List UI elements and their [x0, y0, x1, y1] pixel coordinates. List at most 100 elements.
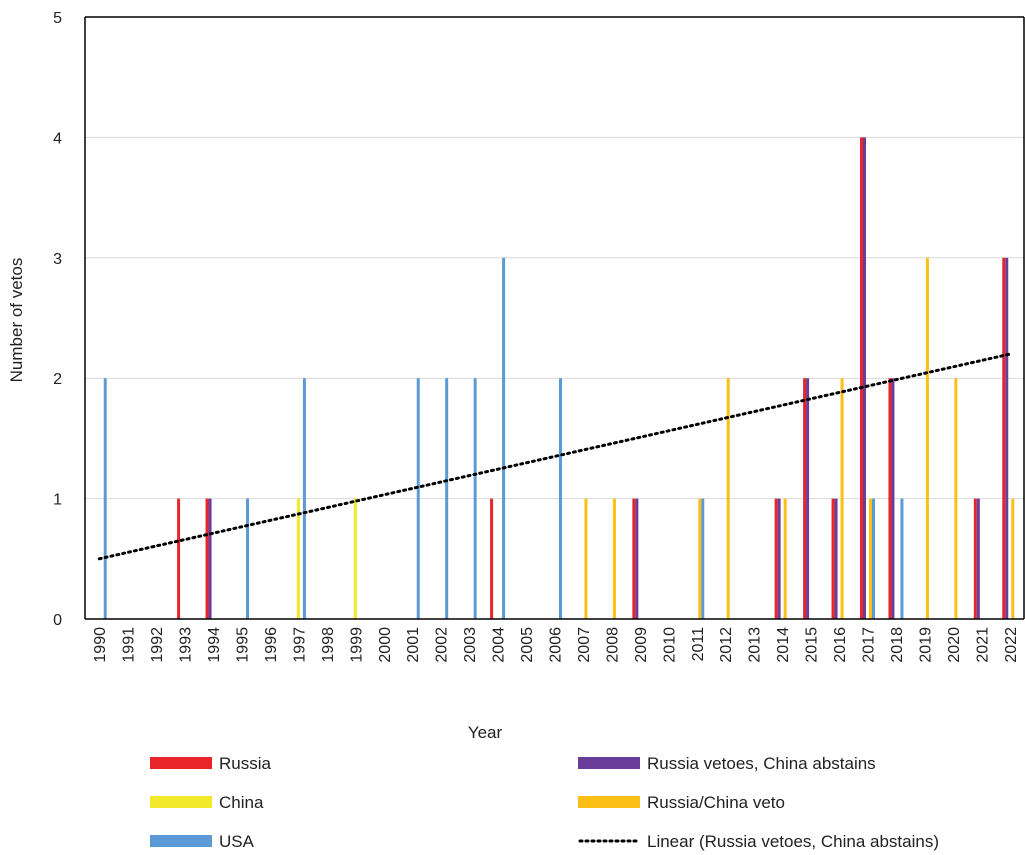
legend: Russia China USA Russia vetoes, China absta… [150, 754, 939, 851]
bar [806, 378, 810, 619]
bar [632, 498, 636, 619]
bar [869, 498, 872, 619]
x-tick-label: 2013 [747, 627, 764, 663]
legend-swatch [578, 757, 640, 769]
bar [860, 137, 863, 619]
x-tick-label: 1995 [235, 627, 252, 663]
legend-swatch [150, 757, 212, 769]
legend-swatch [150, 835, 212, 847]
legend-label: Russia/China veto [647, 793, 785, 812]
y-tick-label: 2 [53, 371, 62, 388]
x-tick-label: 2004 [491, 627, 508, 663]
bar [831, 498, 835, 619]
x-tick-label: 1997 [291, 627, 308, 663]
bar [208, 498, 212, 619]
x-tick-label: 2009 [633, 627, 650, 663]
x-tick-label: 2000 [377, 627, 394, 663]
bar [954, 378, 958, 619]
x-tick-label: 2018 [889, 627, 906, 663]
bar [612, 498, 616, 619]
x-tick-label: 2015 [804, 627, 821, 663]
x-tick-label: 2021 [974, 627, 991, 663]
bar [296, 498, 300, 619]
bar [353, 498, 357, 619]
bar [1011, 498, 1015, 619]
bar [635, 498, 639, 619]
x-tick-label: 2017 [861, 627, 878, 663]
legend-label: USA [219, 832, 255, 851]
bar [925, 257, 929, 619]
x-tick-label: 2020 [946, 627, 963, 663]
y-tick-label: 5 [53, 10, 62, 27]
legend-label: Russia [219, 754, 272, 773]
x-tick-label: 1993 [178, 627, 195, 663]
bar [701, 498, 705, 619]
x-tick-label: 2001 [405, 627, 422, 663]
x-tick-label: 1992 [149, 627, 166, 663]
bars [103, 137, 1015, 619]
x-tick-label: 1994 [206, 627, 223, 663]
bar [205, 498, 209, 619]
gridlines [85, 16, 1024, 500]
bar [726, 378, 730, 619]
y-tick-label: 4 [53, 130, 62, 147]
legend-label: China [219, 793, 264, 812]
x-tick-label: 2011 [690, 627, 707, 662]
x-tick-label: 2002 [434, 627, 451, 663]
x-tick-label: 2016 [832, 627, 849, 663]
x-tick-label: 1990 [92, 627, 109, 663]
bar [774, 498, 778, 619]
x-tick-label: 2019 [917, 627, 934, 663]
bar [840, 378, 844, 619]
bar [973, 498, 977, 619]
bar [246, 498, 249, 619]
x-tick-label: 2022 [1003, 627, 1020, 663]
bar [1002, 257, 1006, 619]
bar [891, 378, 895, 619]
bar [777, 498, 781, 619]
bar [490, 498, 494, 619]
axes [84, 16, 1025, 620]
x-tick-label: 1998 [320, 627, 337, 663]
legend-swatch [150, 796, 212, 808]
legend-label: Russia vetoes, China abstains [647, 754, 876, 773]
bar [783, 498, 787, 619]
x-tick-label: 2006 [548, 627, 565, 663]
bar [502, 257, 506, 619]
x-tick-label: 1996 [263, 627, 280, 663]
trendline-linear [97, 352, 1012, 561]
x-tick-label: 2012 [718, 627, 735, 663]
bar [1005, 257, 1009, 619]
bar [302, 378, 306, 619]
x-tick-label: 2007 [576, 627, 593, 663]
bar [803, 378, 807, 619]
bar [863, 137, 866, 619]
y-tick-label: 3 [53, 251, 62, 268]
bar [559, 378, 562, 619]
bar [103, 378, 107, 619]
bar [445, 378, 449, 619]
legend-swatch [578, 796, 640, 808]
y-tick-label: 1 [53, 492, 62, 509]
tick-labels: 0 1 2 3 4 5 1990 1991 1992 1993 1994 1995 1996 1997 19… [53, 10, 1020, 663]
bar [584, 498, 588, 619]
bar [473, 378, 477, 619]
x-tick-label: 1999 [348, 627, 365, 663]
bar [416, 378, 420, 619]
x-tick-label: 2005 [519, 627, 536, 663]
x-axis-title: Year [468, 723, 503, 742]
bar [976, 498, 980, 619]
y-axis-title: Number of vetos [7, 258, 26, 383]
bar [888, 378, 892, 619]
bar [177, 498, 181, 619]
x-tick-label: 2010 [661, 627, 678, 663]
trendline [97, 352, 1012, 561]
bar [900, 498, 904, 619]
x-tick-label: 2003 [462, 627, 479, 663]
x-tick-label: 1991 [121, 627, 138, 663]
bar [834, 498, 838, 619]
x-tick-label: 2008 [604, 627, 621, 663]
x-tick-label: 2014 [775, 627, 792, 663]
